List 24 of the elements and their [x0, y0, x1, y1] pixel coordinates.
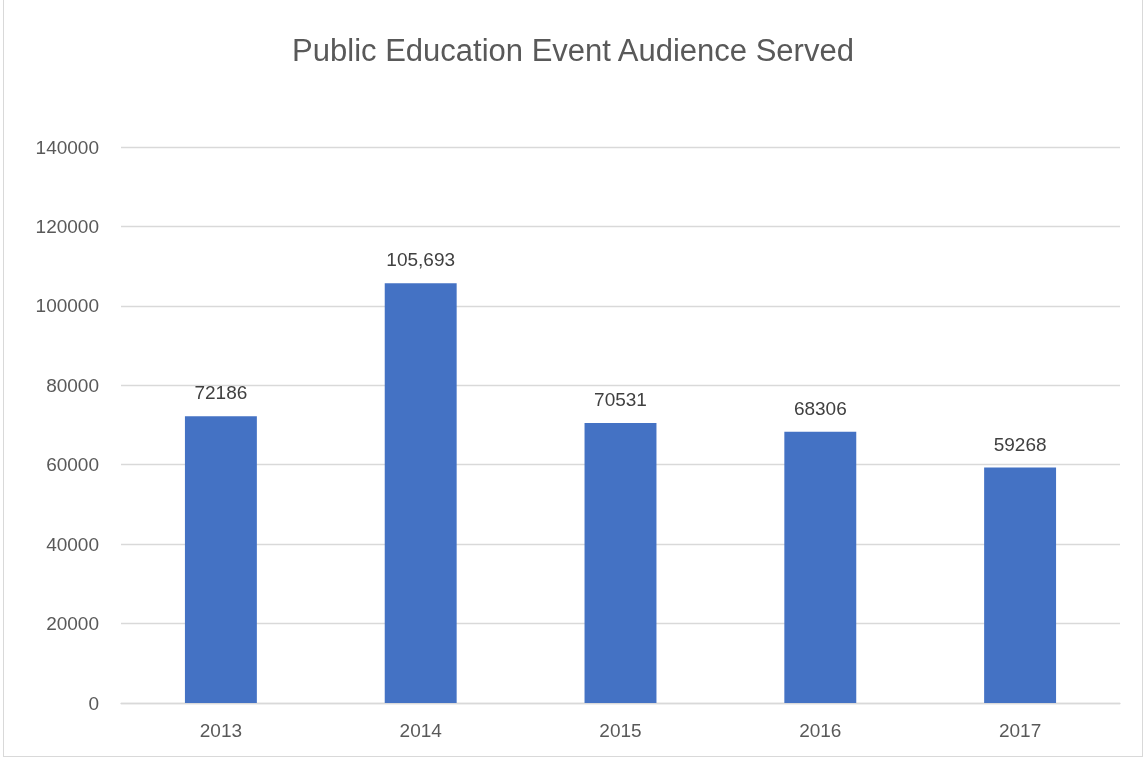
data-label: 70531 — [594, 388, 647, 410]
x-tick-label: 2014 — [399, 720, 443, 741]
y-tick-label: 100000 — [35, 295, 99, 317]
y-tick-label: 60000 — [46, 454, 99, 476]
x-tick-label: 2016 — [799, 720, 842, 741]
data-label: 105,693 — [386, 249, 456, 271]
chart-title: Public Education Event Audience Served — [292, 33, 854, 68]
data-label: 72186 — [194, 382, 248, 404]
y-tick-label: 120000 — [35, 215, 99, 237]
y-tick-label: 0 — [88, 692, 99, 714]
y-tick-label: 20000 — [46, 613, 99, 635]
bar — [384, 283, 457, 703]
x-tick-label: 2013 — [199, 720, 243, 741]
bar — [984, 467, 1057, 703]
bar — [784, 431, 857, 703]
bar — [184, 416, 257, 703]
y-tick-label: 140000 — [35, 136, 99, 158]
y-tick-label: 40000 — [46, 533, 99, 555]
y-tick-label: 80000 — [46, 374, 99, 396]
x-tick-label: 2015 — [599, 720, 642, 741]
data-label: 59268 — [993, 433, 1047, 455]
bar — [584, 422, 657, 703]
data-label: 68306 — [793, 397, 847, 419]
x-tick-label: 2017 — [998, 720, 1042, 741]
